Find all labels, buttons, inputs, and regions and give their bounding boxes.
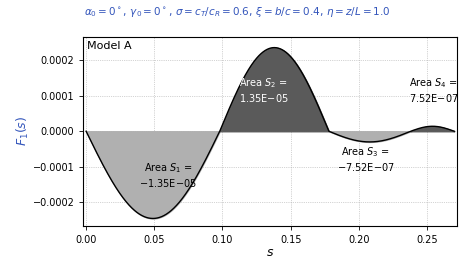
Text: Area $S_1$ =
$-1.35\mathrm{E}{-05}$: Area $S_1$ = $-1.35\mathrm{E}{-05}$ — [139, 161, 197, 189]
Text: Area $S_4$ =
$7.52\mathrm{E}{-07}$: Area $S_4$ = $7.52\mathrm{E}{-07}$ — [409, 76, 459, 104]
Y-axis label: $F_1(s)$: $F_1(s)$ — [15, 116, 31, 146]
X-axis label: $s$: $s$ — [266, 246, 274, 259]
Text: Model A: Model A — [87, 41, 132, 51]
Text: Area $S_2$ =
$1.35\mathrm{E}{-05}$: Area $S_2$ = $1.35\mathrm{E}{-05}$ — [238, 76, 288, 104]
Text: Area $S_3$ =
$-7.52\mathrm{E}{-07}$: Area $S_3$ = $-7.52\mathrm{E}{-07}$ — [337, 145, 394, 173]
Text: $\alpha_0 = 0^\circ,\, \gamma_0 = 0^\circ,\, \sigma = c_T/c_R = 0.6,\, \xi = b/c: $\alpha_0 = 0^\circ,\, \gamma_0 = 0^\cir… — [84, 5, 390, 19]
